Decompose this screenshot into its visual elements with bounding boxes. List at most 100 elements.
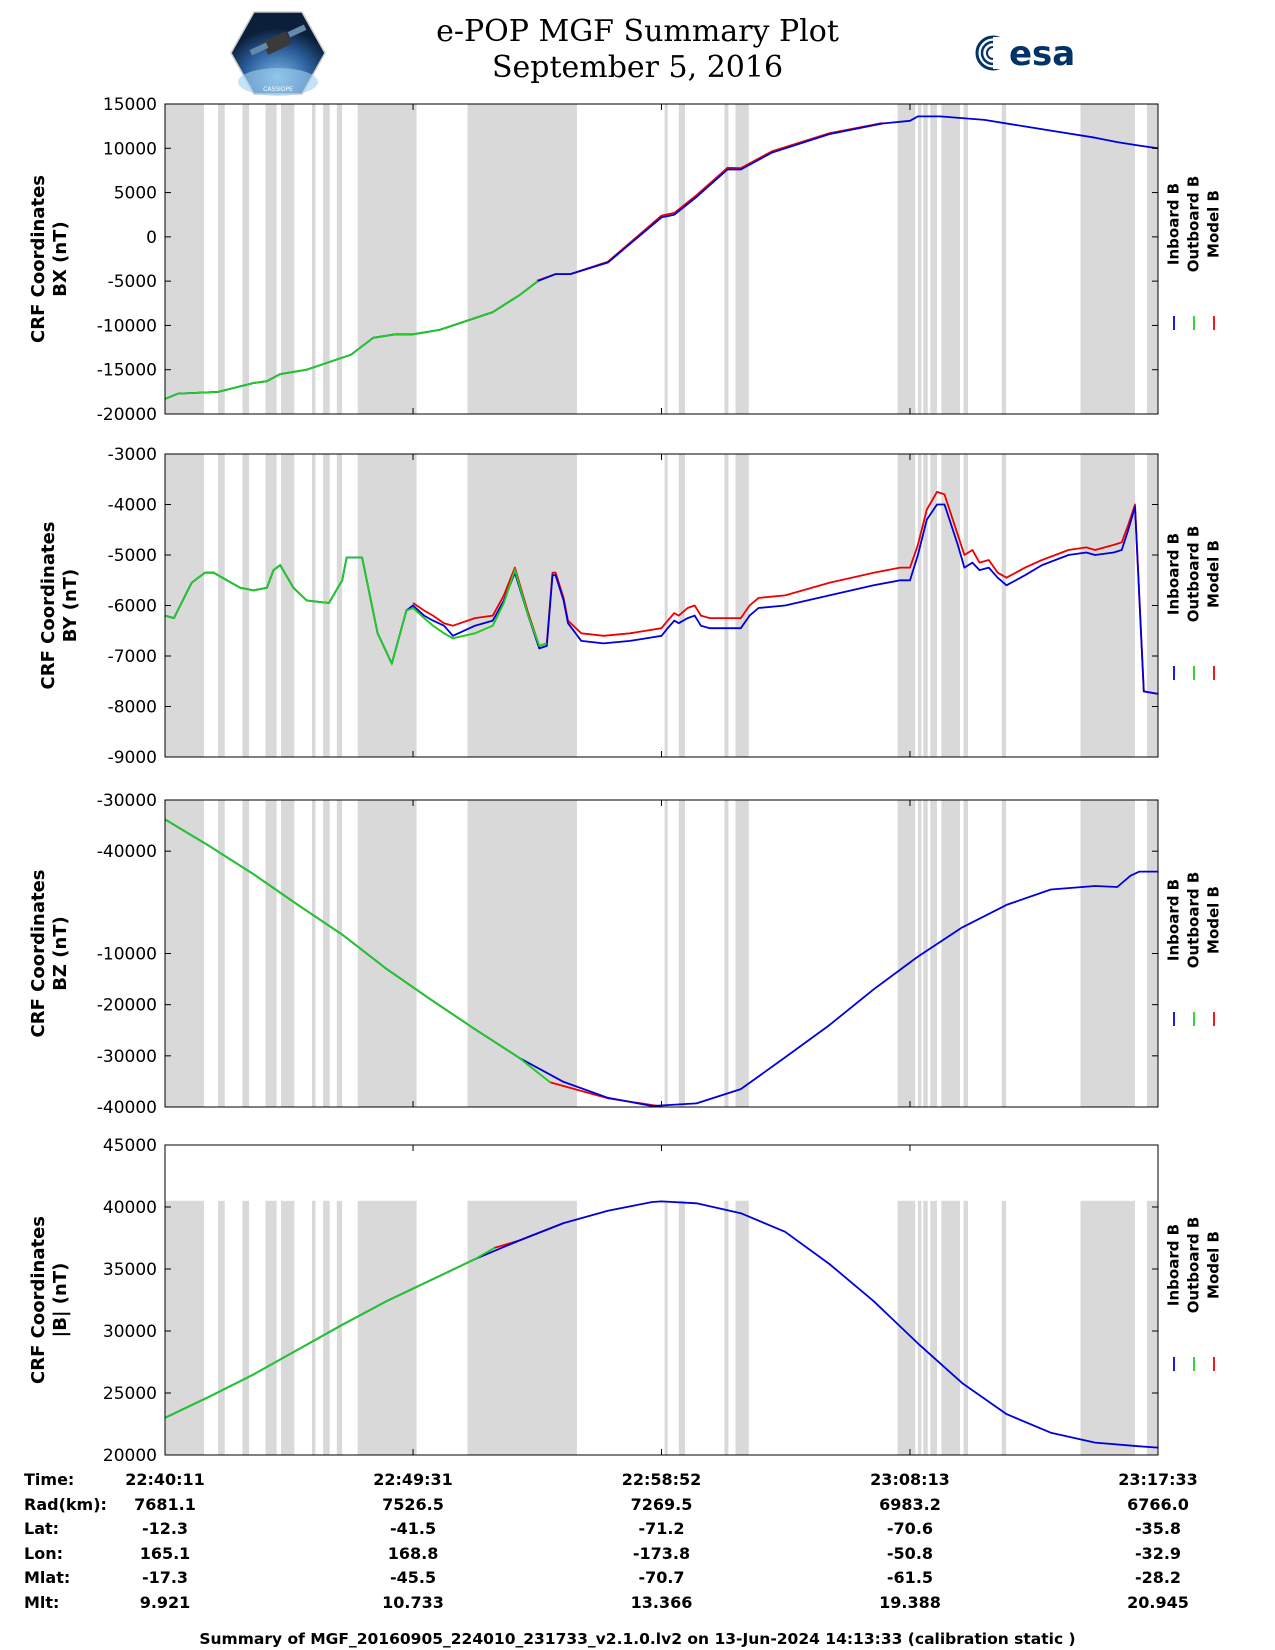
legend-label: Model B (1205, 190, 1223, 258)
shaded-interval (467, 800, 577, 1107)
shaded-interval (357, 104, 417, 414)
table-cell: 22:49:31 (373, 1470, 453, 1489)
y-axis-label-line2: BZ (nT) (50, 916, 71, 991)
shaded-interval (930, 104, 937, 414)
ephemeris-table: Time: Rad(km): Lat: Lon: Mlat: Mlt: 22:40:11 76… (24, 1470, 1198, 1612)
table-cell: 7681.1 (134, 1495, 196, 1514)
table-cell: -35.8 (1135, 1519, 1181, 1538)
svg-text:CASSIOPE: CASSIOPE (263, 86, 293, 93)
shaded-interval (323, 1200, 330, 1455)
shaded-interval (265, 104, 277, 414)
legend-label: Inboard B (1165, 183, 1183, 265)
y-tick-label: -20000 (97, 996, 157, 1016)
shaded-interval (467, 454, 577, 757)
y-axis-label: CRF Coordinates|B| (nT) (28, 1216, 71, 1384)
series-line-outboard-b-top (164, 1247, 495, 1419)
shaded-interval (336, 800, 343, 1107)
shaded-interval (678, 454, 685, 757)
shaded-interval (357, 454, 417, 757)
shaded-interval (281, 1200, 295, 1455)
y-tick-label: -40000 (97, 1098, 157, 1118)
shaded-interval (930, 800, 937, 1107)
footer-summary: Summary of MGF_20160905_224010_231733_v2… (199, 1630, 1076, 1648)
shaded-interval (963, 1200, 968, 1455)
table-cell: 165.1 (140, 1544, 191, 1563)
shaded-interval (735, 454, 749, 757)
table-row-label: Rad(km): (24, 1495, 107, 1514)
y-tick-label: -5000 (108, 272, 157, 292)
shaded-interval (165, 1200, 204, 1455)
header: CASSIOPE e-POP MGF Summary Plot Septembe… (0, 0, 1275, 100)
plot-title: e-POP MGF Summary Plot September 5, 2016 (400, 14, 875, 86)
shaded-interval (323, 454, 330, 757)
shaded-interval (218, 454, 225, 757)
shaded-interval (357, 1200, 417, 1455)
table-cell: 7526.5 (382, 1495, 444, 1514)
table-row-label: Time: (24, 1470, 74, 1489)
shaded-interval (678, 104, 685, 414)
shaded-interval (897, 800, 916, 1107)
shaded-interval (281, 800, 295, 1107)
shaded-interval (1001, 104, 1007, 414)
legend-label: Inboard B (1165, 1224, 1183, 1306)
shaded-interval (923, 1200, 928, 1455)
table-cell: 9.921 (140, 1593, 191, 1612)
table-cell: 22:40:11 (125, 1470, 205, 1489)
table-cell: 23:17:33 (1118, 1470, 1198, 1489)
shaded-interval (724, 800, 729, 1107)
shaded-interval (312, 1200, 316, 1455)
shaded-interval (664, 104, 668, 414)
shaded-interval (941, 800, 960, 1107)
esa-logo-text: esa (1009, 34, 1075, 74)
y-axis-label-line2: |B| (nT) (50, 1263, 71, 1338)
shaded-interval (735, 800, 749, 1107)
series-line-model-b (536, 122, 883, 282)
table-row-label: Lon: (24, 1544, 63, 1563)
shaded-interval (336, 454, 343, 757)
y-axis-label-line2: BX (nT) (50, 221, 71, 296)
y-axis-label-line1: CRF Coordinates (28, 870, 49, 1038)
shaded-interval (218, 800, 225, 1107)
shaded-interval (1080, 1200, 1135, 1455)
shaded-interval (917, 454, 922, 757)
shaded-interval (218, 104, 225, 414)
shaded-interval (897, 104, 916, 414)
legend-label: Inboard B (1165, 879, 1183, 961)
y-tick-label: -9000 (108, 748, 157, 768)
table-cell: 19.388 (879, 1593, 941, 1612)
shaded-interval (930, 1200, 937, 1455)
shaded-interval (312, 104, 316, 414)
shaded-interval (336, 1200, 343, 1455)
table-cell: -50.8 (887, 1544, 933, 1563)
y-tick-label: -4000 (108, 496, 157, 516)
table-cell: -61.5 (887, 1568, 933, 1587)
legend-label: Outboard B (1185, 1217, 1203, 1314)
shaded-interval (963, 104, 968, 414)
shaded-interval (941, 454, 960, 757)
y-tick-label: 30000 (103, 1322, 157, 1342)
shaded-interval (1080, 454, 1135, 757)
shaded-interval (312, 454, 316, 757)
y-tick-label: -3000 (108, 445, 157, 465)
y-tick-label: 45000 (103, 1136, 157, 1156)
shaded-interval (312, 800, 316, 1107)
y-tick-label: 0 (146, 228, 157, 248)
legend-label: Model B (1205, 540, 1223, 608)
y-tick-label: 20000 (103, 1446, 157, 1466)
shaded-interval (941, 104, 960, 414)
y-axis-label-line1: CRF Coordinates (28, 1216, 49, 1384)
y-tick-label: -10000 (97, 945, 157, 965)
shaded-interval (1001, 800, 1007, 1107)
legend-label: Model B (1205, 1231, 1223, 1299)
esa-logo: esa (975, 28, 1105, 78)
panel-bmag: 45000 40000 35000 30000 25000 20000 CRF Coordi… (28, 1136, 1223, 1466)
legend-label: Inboard B (1165, 533, 1183, 615)
series-line-outboard-b-top (164, 280, 539, 400)
y-tick-label: 40000 (103, 1198, 157, 1218)
shaded-interval (664, 1200, 668, 1455)
shaded-interval (242, 1200, 250, 1455)
shaded-interval (664, 454, 668, 757)
table-cell: -32.9 (1135, 1544, 1181, 1563)
shaded-interval (1001, 454, 1007, 757)
table-cell: -17.3 (142, 1568, 188, 1587)
